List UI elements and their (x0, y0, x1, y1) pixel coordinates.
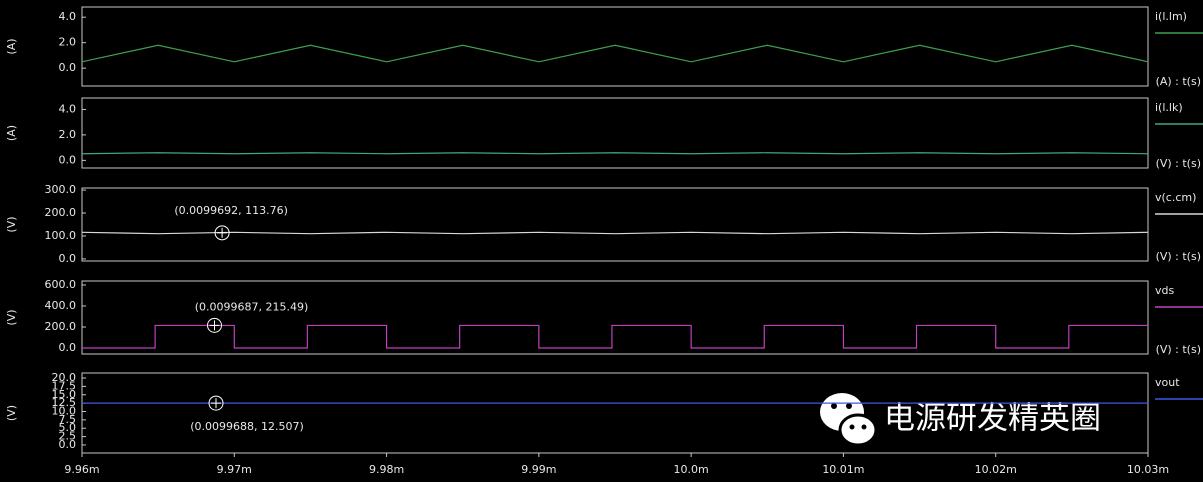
watermark-text: 电源研发精英圈 (884, 401, 1101, 437)
x-tick-label: 9.96m (64, 463, 99, 476)
y-tick-label: 4.0 (59, 10, 77, 23)
legend-label: v(c.cm) (1155, 191, 1196, 204)
axis-note: (V) : t(s) (1156, 250, 1201, 263)
axis-note: (V) : t(s) (1156, 157, 1201, 170)
y-axis-label: (A) (5, 125, 18, 141)
y-tick-label: 200.0 (45, 206, 77, 219)
cursor-marker (206, 317, 222, 333)
y-tick-label: 0.0 (59, 252, 77, 265)
axis-note: (V) : t(s) (1156, 343, 1201, 356)
plot-frame (81, 372, 1149, 454)
plot-frame (81, 6, 1149, 87)
series-line (81, 231, 1149, 235)
axis-note: (A) : t(s) (1156, 75, 1201, 88)
y-tick-label: 400.0 (45, 299, 77, 312)
legend-label: i(l.lk) (1155, 101, 1183, 114)
y-tick-label: 100.0 (45, 229, 77, 242)
plot-frame (81, 187, 1149, 262)
y-tick-label: 600.0 (45, 278, 77, 291)
cursor-ring (206, 317, 222, 333)
y-tick-label: 4.0 (59, 102, 77, 115)
x-tick-label: 10.01m (822, 463, 864, 476)
y-tick-label: 2.0 (59, 128, 77, 141)
legend-label: vds (1155, 284, 1174, 297)
x-tick-label: 10.02m (975, 463, 1017, 476)
annotation: (0.0099687, 215.49) (195, 300, 309, 313)
y-tick-label: 2.5 (59, 430, 77, 443)
cursor-marker (214, 225, 230, 241)
y-tick-label: 0.0 (59, 153, 77, 166)
legend-label: i(l.lm) (1155, 10, 1187, 23)
annotation: (0.0099692, 113.76) (174, 204, 288, 217)
y-tick-label: 200.0 (45, 320, 77, 333)
y-axis-label: (V) (5, 309, 18, 325)
x-tick-label: 9.97m (217, 463, 252, 476)
y-axis-label: (V) (5, 405, 18, 421)
y-tick-label: 20.0 (52, 371, 77, 384)
y-axis-label: (V) (5, 216, 18, 232)
y-axis-label: (A) (5, 38, 18, 54)
y-tick-label: 7.5 (59, 413, 77, 426)
watermark-icon (820, 393, 878, 447)
annotation: (0.0099688, 12.507) (190, 420, 304, 433)
y-tick-label: 0.0 (59, 61, 77, 74)
x-tick-label: 10.03m (1127, 463, 1169, 476)
y-tick-label: 2.0 (59, 36, 77, 49)
x-tick-label: 10.0m (674, 463, 709, 476)
y-tick-label: 0.0 (59, 341, 77, 354)
y-tick-label: 12.5 (52, 396, 77, 409)
series-line (81, 44, 1149, 63)
y-tick-label: 15.0 (52, 388, 77, 401)
x-tick-label: 9.98m (369, 463, 404, 476)
y-tick-label: 0.0 (59, 438, 77, 451)
legend-label: vout (1155, 376, 1180, 389)
cursor-ring (208, 395, 224, 411)
x-tick-label: 9.99m (521, 463, 556, 476)
y-tick-label: 10.0 (52, 404, 77, 417)
series-line (81, 152, 1149, 155)
cursor-ring (214, 225, 230, 241)
plot-frame (81, 280, 1149, 355)
y-tick-label: 17.5 (52, 379, 77, 392)
y-tick-label: 5.0 (59, 421, 77, 434)
y-tick-label: 300.0 (45, 183, 77, 196)
series-line (82, 324, 1148, 349)
cursor-marker (208, 395, 224, 411)
plot-frame (81, 97, 1149, 169)
